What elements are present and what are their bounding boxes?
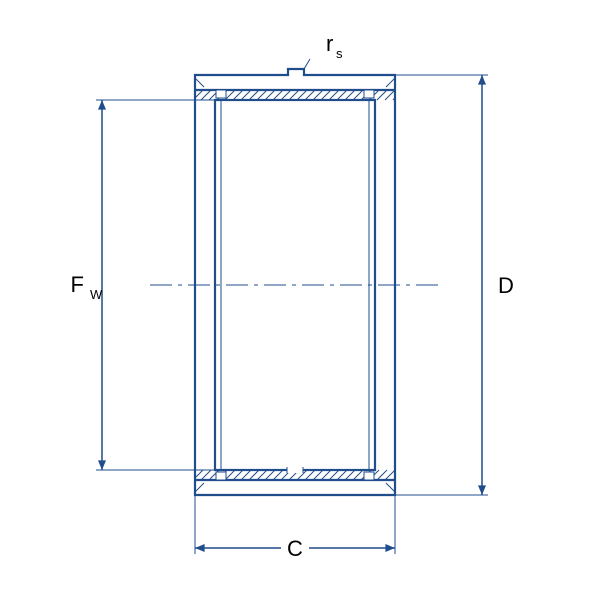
label-fw-sub: W [90,287,103,302]
bearing-cross-section [150,69,440,495]
label-rs-sub: s [336,46,343,61]
outer-ring-outline [195,69,395,495]
dimensions: FW D Crs [71,31,514,562]
label-fw: F [71,272,84,297]
label-rs: r [326,31,333,56]
label-d: D [498,273,514,298]
label-c: C [287,536,303,561]
